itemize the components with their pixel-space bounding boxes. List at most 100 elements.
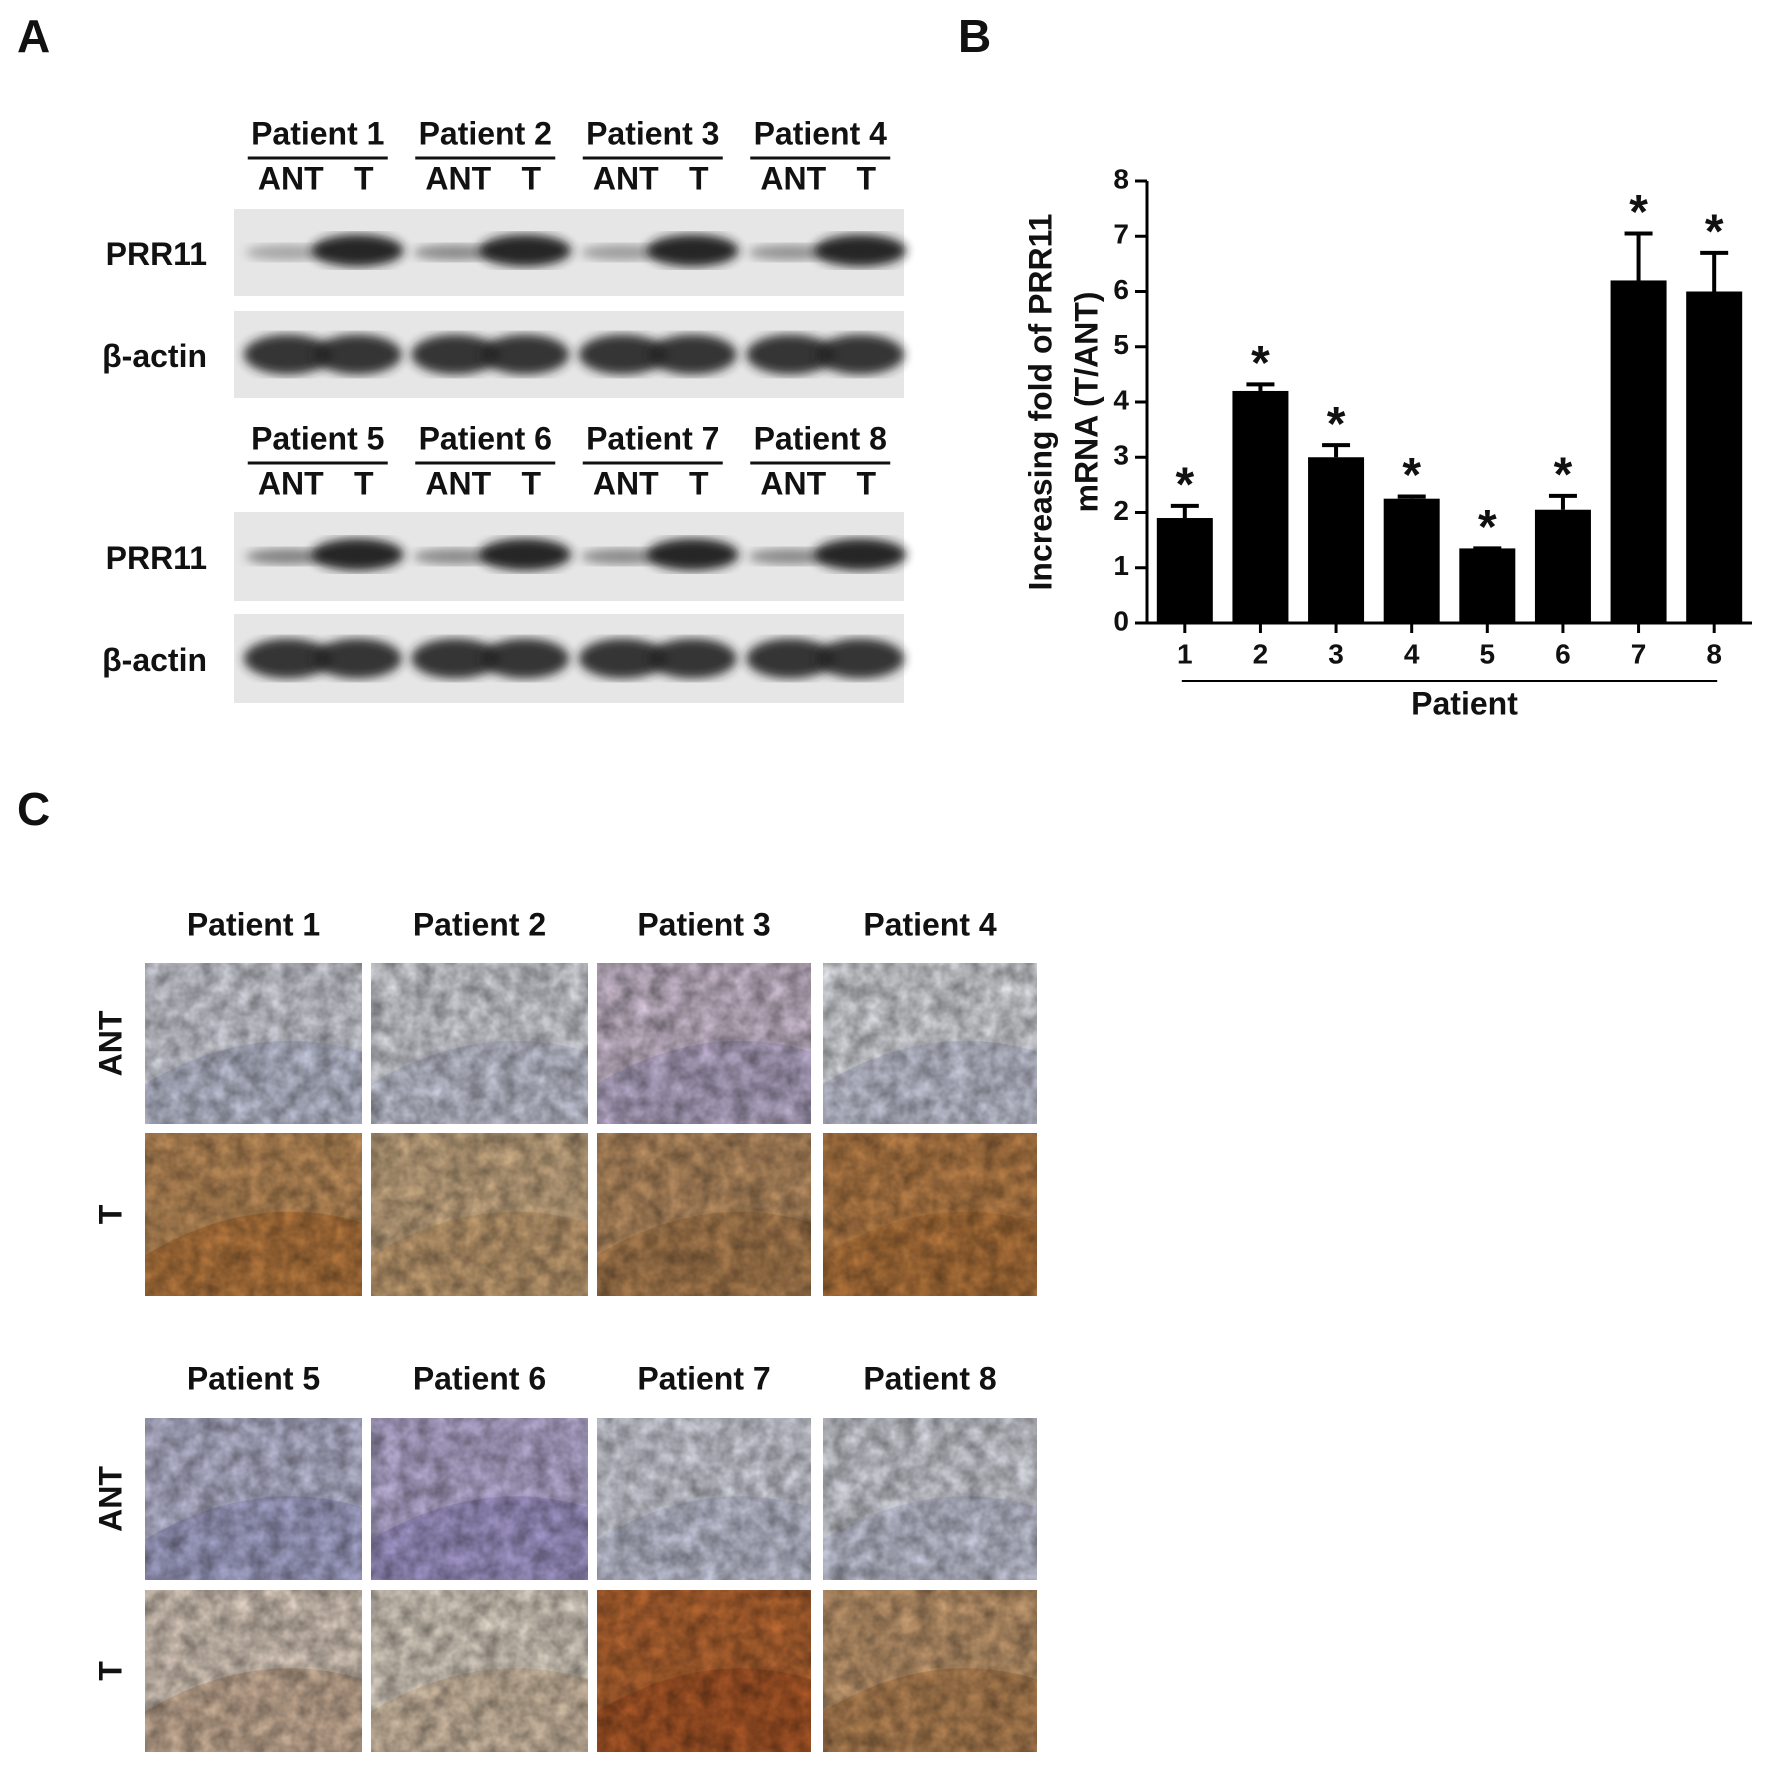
lane-label: T (689, 465, 709, 501)
y-tick-label: 1 (1113, 550, 1129, 581)
ihc-texture (823, 963, 1037, 1124)
patient-label: Patient 8 (863, 1360, 996, 1396)
ihc-texture (371, 1418, 588, 1580)
ihc-texture (145, 1418, 362, 1580)
panel-label: C (17, 783, 50, 835)
band (411, 334, 500, 375)
bar (1232, 390, 1289, 623)
patient-label: Patient 6 (419, 420, 552, 456)
band (648, 638, 737, 679)
lane-label: T (521, 160, 541, 196)
ihc-texture (145, 1590, 362, 1752)
band (481, 638, 570, 679)
band (413, 548, 498, 565)
significance: * (1705, 205, 1724, 258)
band (578, 638, 667, 679)
lane-label: ANT (593, 465, 659, 501)
band (411, 638, 500, 679)
row-label: ANT (92, 1010, 128, 1076)
patient-label: Patient 1 (251, 115, 384, 151)
x-tick-label: 6 (1555, 638, 1571, 669)
ihc-texture (371, 963, 588, 1124)
band (311, 234, 404, 267)
ihc-texture (597, 1418, 811, 1580)
band (481, 334, 570, 375)
lane-label: T (856, 465, 876, 501)
bar (1308, 457, 1365, 623)
band (243, 638, 332, 679)
patient-label: Patient 4 (863, 906, 997, 942)
row-label: β-actin (102, 338, 207, 374)
band (479, 234, 572, 267)
ihc-texture (597, 1590, 811, 1752)
row-label: T (92, 1204, 128, 1224)
ihc-texture (823, 1418, 1037, 1580)
ihc-texture (597, 1133, 811, 1296)
band (479, 538, 572, 571)
bar (1610, 280, 1667, 623)
y-axis-label: Increasing fold of PRR11 (1022, 214, 1058, 591)
band (646, 234, 739, 267)
x-tick-label: 7 (1631, 638, 1647, 669)
lane-label: T (689, 160, 709, 196)
band (580, 244, 665, 261)
bar (1383, 498, 1440, 623)
significance: * (1175, 459, 1194, 512)
lane-label: ANT (425, 465, 491, 501)
y-tick-label: 4 (1113, 384, 1129, 415)
band (648, 334, 737, 375)
ihc-texture (823, 1590, 1037, 1752)
row-label: ANT (92, 1466, 128, 1532)
lane-label: ANT (760, 465, 826, 501)
row-label: PRR11 (106, 540, 207, 576)
lane-label: T (354, 465, 374, 501)
band (748, 548, 833, 565)
band (814, 538, 907, 571)
band (816, 638, 905, 679)
band (580, 548, 665, 565)
band (313, 334, 402, 375)
bar (1156, 518, 1213, 623)
y-tick-label: 0 (1113, 605, 1129, 636)
x-tick-label: 8 (1706, 638, 1722, 669)
band (746, 638, 835, 679)
lane-label: T (354, 160, 374, 196)
x-tick-label: 4 (1404, 638, 1420, 669)
band (311, 538, 404, 571)
band (245, 244, 330, 261)
y-tick-label: 2 (1113, 495, 1129, 526)
significance: * (1251, 337, 1270, 390)
y-tick-label: 3 (1113, 440, 1129, 471)
y-tick-label: 7 (1113, 219, 1129, 250)
band (646, 538, 739, 571)
row-label: PRR11 (106, 236, 207, 272)
lane-label: ANT (593, 160, 659, 196)
bar (1459, 548, 1516, 623)
y-tick-label: 6 (1113, 274, 1129, 305)
y-tick-label: 5 (1113, 329, 1129, 360)
band (243, 334, 332, 375)
patient-label: Patient 8 (754, 420, 887, 456)
patient-label: Patient 6 (413, 1360, 546, 1396)
patient-label: Patient 3 (637, 906, 770, 942)
lane-label: ANT (760, 160, 826, 196)
significance: * (1402, 449, 1421, 502)
significance: * (1554, 449, 1573, 502)
bar (1534, 509, 1591, 623)
patient-label: Patient 5 (251, 420, 384, 456)
significance: * (1478, 501, 1497, 554)
x-tick-label: 5 (1480, 638, 1496, 669)
band (814, 234, 907, 267)
patient-label: Patient 7 (586, 420, 719, 456)
panel-label: A (17, 10, 50, 62)
ihc-texture (371, 1590, 588, 1752)
ihc-texture (145, 963, 362, 1124)
x-tick-label: 3 (1328, 638, 1344, 669)
band (748, 244, 833, 261)
patient-label: Patient 2 (413, 906, 546, 942)
band (578, 334, 667, 375)
lane-label: T (856, 160, 876, 196)
band (313, 638, 402, 679)
patient-label: Patient 2 (419, 115, 552, 151)
